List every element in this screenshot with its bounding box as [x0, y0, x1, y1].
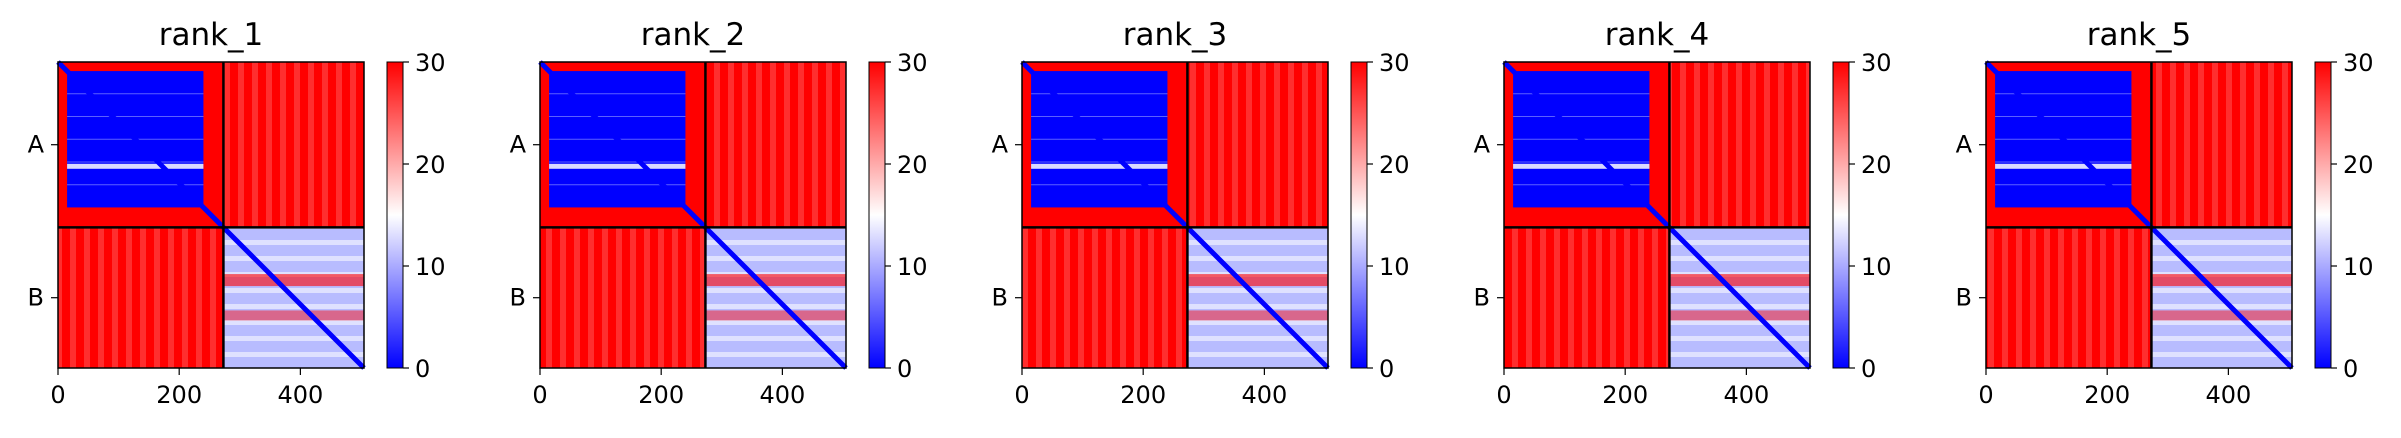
colorbar-tick-label: 0 — [1379, 355, 1394, 383]
y-tick-label: B — [992, 284, 1008, 312]
colorbar-tick-label: 0 — [415, 355, 430, 383]
diagonal-line — [1020, 60, 1330, 370]
x-tick-label: 200 — [1120, 381, 1166, 409]
y-tick-label: A — [992, 131, 1009, 159]
panel-title: rank_2 — [641, 17, 746, 53]
panel-title: rank_5 — [2087, 17, 2192, 53]
colorbar-tick-label: 10 — [897, 253, 928, 281]
x-tick-label: 400 — [759, 381, 805, 409]
chain-a-interface-row — [549, 163, 686, 169]
interchain-block-ab — [1187, 62, 1328, 228]
x-tick-label: 0 — [1014, 381, 1029, 409]
colorbar — [1832, 61, 1850, 369]
colorbar-tick-label: 20 — [897, 151, 928, 179]
y-tick-label: A — [28, 131, 45, 159]
y-tick-label: B — [1474, 284, 1490, 312]
colorbar-tick-label: 30 — [1379, 49, 1410, 77]
diagonal-line — [1984, 60, 2294, 370]
chain-b-error-band — [1187, 274, 1328, 287]
interchain-block-ba — [1986, 227, 2152, 368]
chain-a-interface-row — [1031, 163, 1168, 169]
axes-frame — [1503, 61, 1811, 369]
diagonal-line — [538, 60, 848, 370]
colorbar — [2314, 61, 2332, 369]
interchain-block-ba — [540, 227, 706, 368]
chain-a-interface-row — [1995, 163, 2132, 169]
chain-b-error-band — [705, 274, 846, 287]
colorbar-tick-label: 30 — [2343, 49, 2374, 77]
x-tick-label: 200 — [638, 381, 684, 409]
interchain-block-ba — [1022, 227, 1188, 368]
x-tick-label: 400 — [1723, 381, 1769, 409]
colorbar — [868, 61, 886, 369]
panel-title: rank_3 — [1123, 17, 1228, 53]
x-tick-label: 400 — [277, 381, 323, 409]
axes-frame — [57, 61, 365, 369]
colorbar-tick-label: 20 — [2343, 151, 2374, 179]
chain-b-error-band — [2151, 310, 2292, 321]
x-tick-label: 200 — [1602, 381, 1648, 409]
panel-rank_3: rank_3 0 200 400 A B 0 10 20 30 — [992, 17, 1410, 409]
chain-b-error-band — [1187, 310, 1328, 321]
colorbar-tick-label: 30 — [1861, 49, 1892, 77]
colorbar-tick-label: 30 — [415, 49, 446, 77]
panel-title: rank_1 — [159, 17, 264, 53]
y-tick-label: A — [510, 131, 527, 159]
colorbar-tick-label: 20 — [1861, 151, 1892, 179]
y-tick-label: A — [1474, 131, 1491, 159]
diagonal-line — [56, 60, 366, 370]
colorbar-tick-label: 0 — [1861, 355, 1876, 383]
interchain-block-ab — [1669, 62, 1810, 228]
colorbar-tick-label: 0 — [897, 355, 912, 383]
y-tick-label: B — [510, 284, 526, 312]
chain-a-interface-row — [1513, 163, 1650, 169]
interchain-block-ab — [223, 62, 364, 228]
y-tick-label: A — [1956, 131, 1973, 159]
x-tick-label: 400 — [1241, 381, 1287, 409]
x-tick-label: 200 — [2084, 381, 2130, 409]
interchain-block-ab — [2151, 62, 2292, 228]
colorbar-tick-label: 10 — [415, 253, 446, 281]
colorbar-tick-label: 10 — [1861, 253, 1892, 281]
x-tick-label: 0 — [1496, 381, 1511, 409]
chain-b-error-band — [705, 310, 846, 321]
axes-frame — [1985, 61, 2293, 369]
chain-b-error-band — [2151, 274, 2292, 287]
colorbar-tick-label: 0 — [2343, 355, 2358, 383]
colorbar-tick-label: 10 — [2343, 253, 2374, 281]
diagonal-line — [1502, 60, 1812, 370]
panel-rank_4: rank_4 0 200 400 A B 0 10 20 30 — [1474, 17, 1892, 409]
x-tick-label: 0 — [532, 381, 547, 409]
panel-title: rank_4 — [1605, 17, 1710, 53]
x-tick-label: 200 — [156, 381, 202, 409]
interchain-block-ba — [1504, 227, 1670, 368]
y-tick-label: B — [28, 284, 44, 312]
axes-frame — [539, 61, 847, 369]
interchain-block-ab — [705, 62, 846, 228]
x-tick-label: 0 — [50, 381, 65, 409]
x-tick-label: 400 — [2205, 381, 2251, 409]
chain-b-error-band — [1669, 274, 1810, 287]
colorbar-tick-label: 20 — [415, 151, 446, 179]
colorbar-tick-label: 30 — [897, 49, 928, 77]
panel-rank_2: rank_2 0 200 400 A B 0 10 20 30 — [510, 17, 928, 409]
panel-rank_5: rank_5 0 200 400 A B 0 10 20 30 — [1956, 17, 2374, 409]
colorbar — [1350, 61, 1368, 369]
colorbar-tick-label: 10 — [1379, 253, 1410, 281]
panel-rank_1: rank_1 0 200 400 A B 0 10 20 30 — [28, 17, 446, 409]
chain-b-error-band — [1669, 310, 1810, 321]
axes-frame — [1021, 61, 1329, 369]
interchain-block-ba — [58, 227, 224, 368]
x-tick-label: 0 — [1978, 381, 1993, 409]
chain-b-error-band — [223, 274, 364, 287]
chain-b-error-band — [223, 310, 364, 321]
chain-a-interface-row — [67, 163, 204, 169]
colorbar-tick-label: 20 — [1379, 151, 1410, 179]
y-tick-label: B — [1956, 284, 1972, 312]
colorbar — [386, 61, 404, 369]
